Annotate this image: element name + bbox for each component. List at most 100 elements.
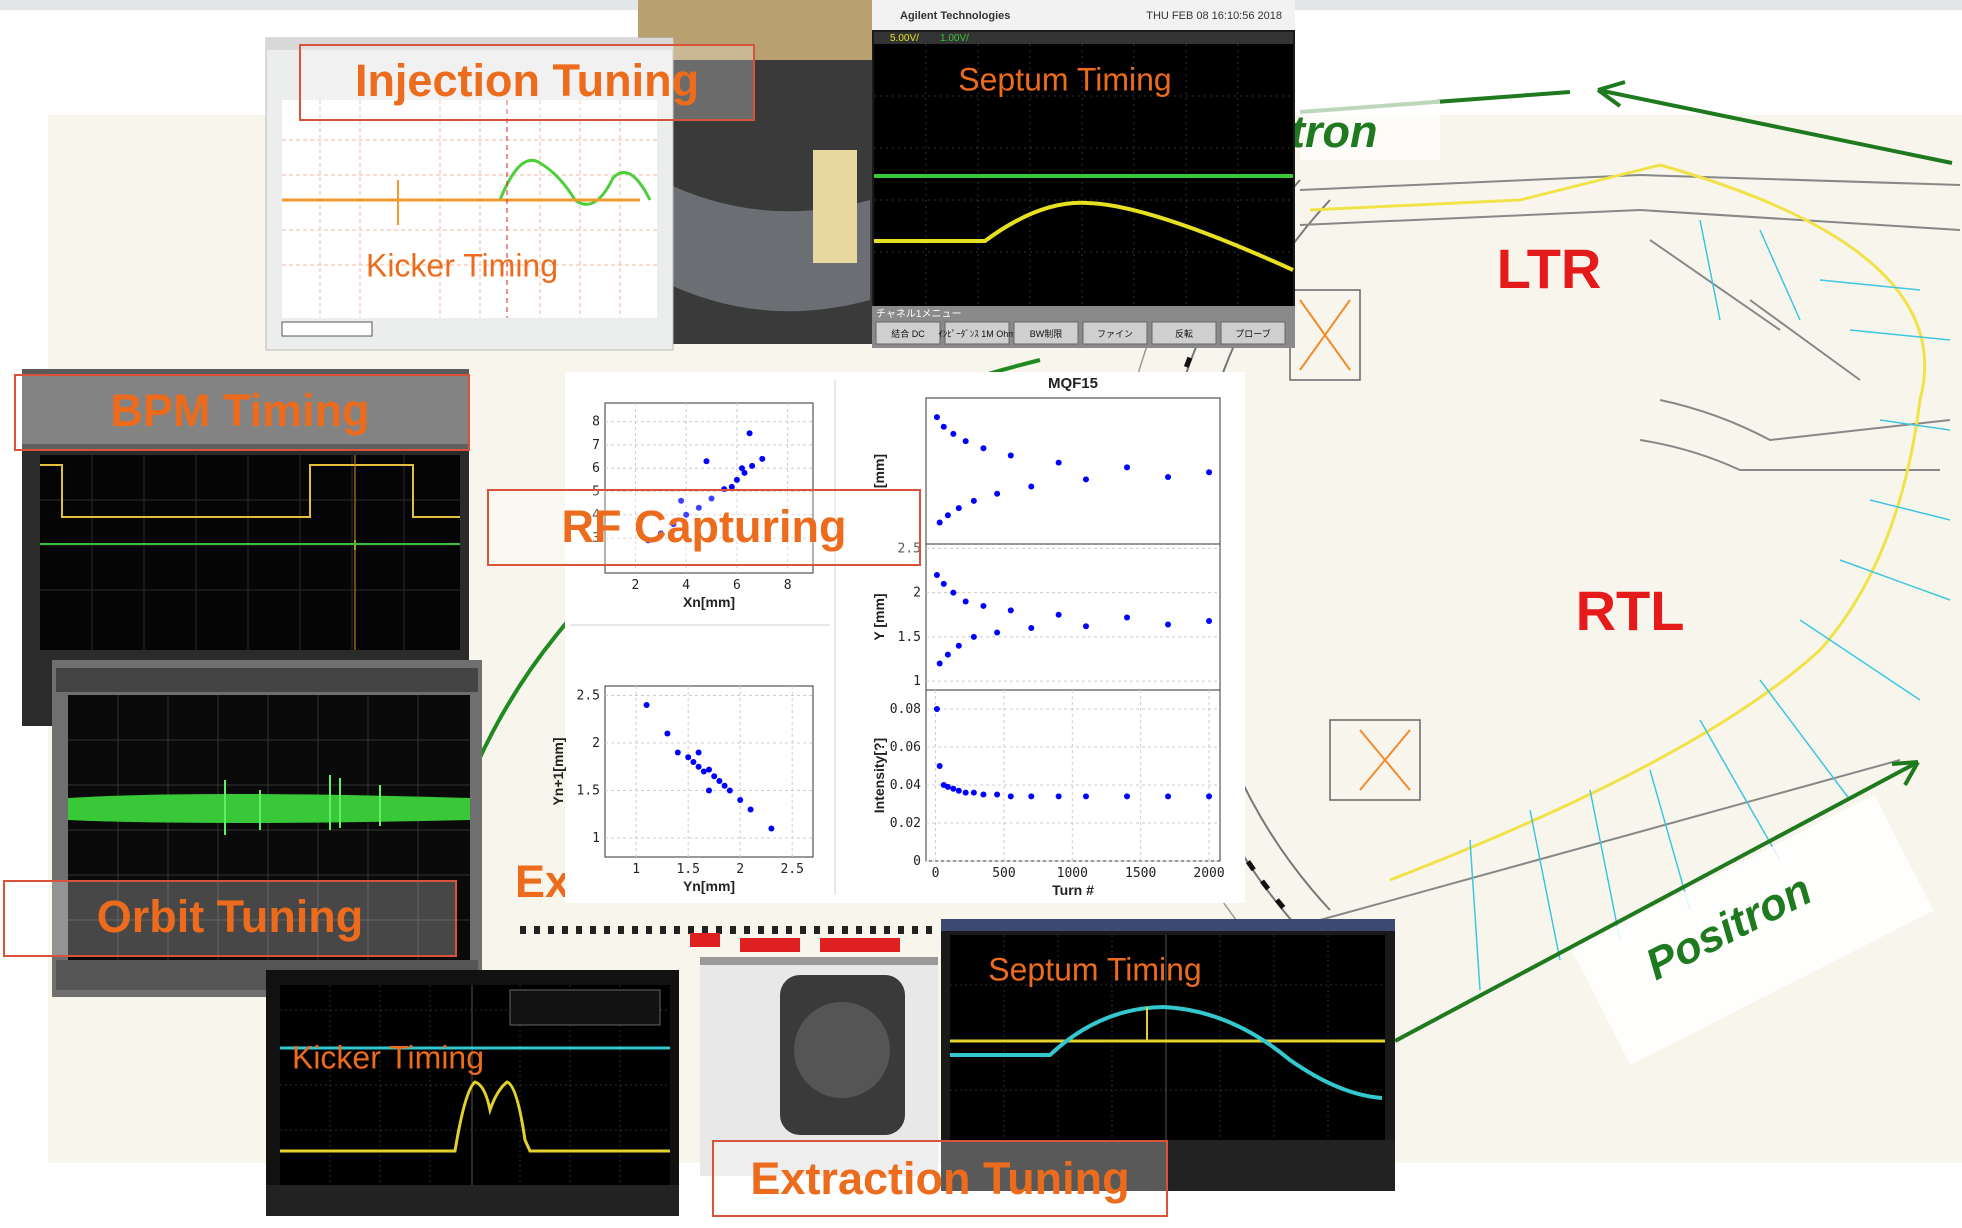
point [748,807,754,813]
kicker-timing-bottom-label: Kicker Timing [292,1039,484,1075]
rf-capturing-label: RF Capturing [562,501,847,552]
extraction-tuning-label: Extraction Tuning [750,1153,1129,1204]
x-tick-label: 1.5 [676,862,699,877]
point [934,706,940,712]
point [945,512,951,518]
point [937,519,943,525]
point [971,498,977,504]
point [644,702,650,708]
point [737,797,743,803]
y-tick-label: 0 [913,854,921,869]
point [963,790,969,796]
menu-button-label: ｲﾝﾋﾟｰﾀﾞﾝｽ 1M Ohm [938,329,1016,339]
point [759,456,765,462]
x-axis-label: Turn # [1052,882,1094,898]
point [716,778,722,784]
point [956,643,962,649]
point [994,629,1000,635]
point [1124,614,1130,620]
menu-button-label: 結合 DC [891,328,925,339]
point [747,430,753,436]
point [1206,618,1212,624]
slide: tron LTR RTL Positron Ex Injection Tunin… [0,0,1962,1223]
septum-timing-bottom-label: Septum Timing [988,951,1201,987]
y-tick-label: 1 [913,674,921,689]
point [706,788,712,794]
x-axis-label: Xn[mm] [683,594,735,610]
x-tick-label: 0 [932,866,940,881]
point [950,590,956,596]
point [937,763,943,769]
x-tick-label: 2 [736,862,744,877]
x-tick-label: 6 [733,578,741,593]
x-tick-label: 8 [784,578,792,593]
injection-tuning-label: Injection Tuning [355,55,699,106]
point [934,414,940,420]
point [1083,476,1089,482]
y-tick-label: 2 [592,736,600,751]
y-tick-label: 1 [592,831,600,846]
point [963,599,969,605]
point [994,792,1000,798]
point [956,788,962,794]
point [994,491,1000,497]
x-tick-label: 1 [632,862,640,877]
orbit-tuning-label: Orbit Tuning [97,891,364,942]
ltr-label: LTR [1497,237,1602,300]
point [727,788,733,794]
y-tick-label: 2.5 [577,689,600,704]
y-tick-label: 1.5 [898,630,921,645]
point [945,784,951,790]
x-tick-label: 2000 [1193,866,1224,881]
menu-button-label: BW制限 [1030,328,1063,339]
y-axis-label: [mm] [871,454,887,488]
point [729,484,735,490]
point [963,438,969,444]
septum-timing-top-label: Septum Timing [958,61,1171,97]
point [1124,464,1130,470]
kicker-timing-top-label: Kicker Timing [366,247,558,283]
x-tick-label: 1500 [1125,866,1156,881]
point [1008,452,1014,458]
menu-title: チャネル1メニュー [876,308,961,320]
point [971,634,977,640]
point [1028,484,1034,490]
y-axis-label: Yn+1[mm] [550,737,566,805]
point [1056,460,1062,466]
point [696,764,702,770]
kicker-scope-bottom [266,970,679,1216]
point [945,652,951,658]
x-tick-label: 2.5 [780,862,803,877]
point [1083,623,1089,629]
point [980,792,986,798]
positron-top-label: tron [1290,106,1377,157]
point [768,826,774,832]
point [696,750,702,756]
point [1008,793,1014,799]
point [734,477,740,483]
point [749,463,755,469]
point [950,786,956,792]
y-tick-label: 0.04 [890,778,921,793]
point [980,603,986,609]
point [1206,469,1212,475]
agilent-brand: Agilent Technologies [900,10,1010,22]
ch1-scale: 5.00V/ [890,33,919,44]
point [1165,622,1171,628]
x-tick-label: 1000 [1057,866,1088,881]
point [711,773,717,779]
point [1028,625,1034,631]
point [703,458,709,464]
point [950,431,956,437]
menu-button-label: 反転 [1175,329,1193,339]
point [1028,793,1034,799]
point [675,750,681,756]
point [701,769,707,775]
point [1056,612,1062,618]
y-tick-label: 8 [592,415,600,430]
x-tick-label: 4 [682,578,690,593]
point [941,581,947,587]
menu-button-label: プローブ [1235,328,1270,339]
y-tick-label: 0.08 [890,702,921,717]
y-axis-label: Y [mm] [871,593,887,640]
